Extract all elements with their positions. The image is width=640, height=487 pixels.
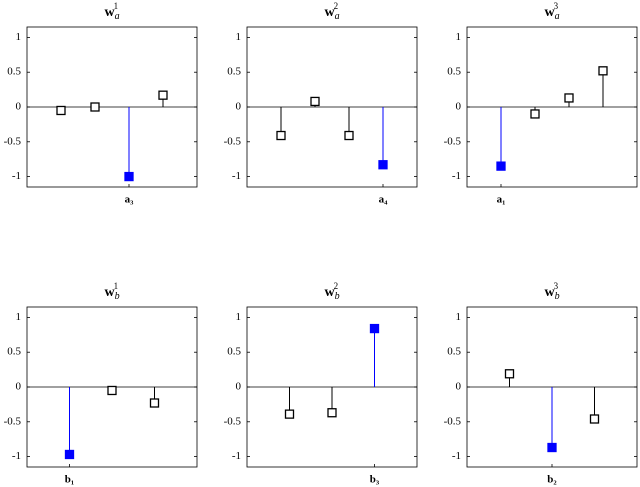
title-base: w	[104, 5, 115, 20]
stem-marker	[158, 90, 168, 100]
x-tick-label: b₂	[547, 474, 557, 486]
y-tick-label: 0.5	[7, 66, 21, 78]
title-sub: a	[115, 11, 120, 22]
y-tick-label: 0.5	[447, 66, 461, 78]
title-sub: b	[335, 291, 340, 302]
y-tick-label: 0.5	[447, 346, 461, 358]
title-sub: b	[555, 291, 560, 302]
y-tick-label: -1	[232, 450, 241, 462]
stem-marker	[310, 96, 320, 107]
panel-title: wb3	[544, 281, 559, 302]
title-base: w	[324, 5, 335, 20]
y-tick-label: 0.5	[7, 346, 21, 358]
y-tick-label: -0.5	[444, 415, 462, 427]
panel-title: wa3	[544, 1, 559, 22]
x-tick-label: b₁	[65, 474, 74, 486]
title-sub: b	[115, 291, 120, 302]
stem-marker	[598, 66, 608, 76]
y-tick-label: -0.5	[4, 415, 22, 427]
stem-marker	[56, 105, 66, 116]
stem-marker	[64, 449, 75, 460]
y-tick-label: 0	[236, 381, 242, 393]
stem-marker	[504, 369, 515, 379]
x-tick-label: a₃	[125, 194, 135, 206]
y-tick-label: 1	[456, 311, 462, 323]
stem-marker	[107, 385, 117, 396]
y-tick-label: 1	[16, 311, 22, 323]
stem-marker	[496, 161, 506, 171]
y-tick-label: -0.5	[224, 135, 242, 147]
y-tick-label: 0	[456, 381, 462, 393]
y-tick-label: -1	[12, 170, 21, 182]
title-sup: 1	[114, 1, 119, 11]
y-tick-label: 0	[456, 101, 462, 113]
y-tick-label: -0.5	[4, 135, 22, 147]
stem-marker	[547, 442, 557, 453]
title-sub: a	[335, 11, 340, 22]
stem-marker	[530, 109, 540, 119]
x-tick-label: a₁	[497, 194, 506, 206]
panel-title: wb2	[324, 281, 339, 302]
y-tick-label: 1	[236, 31, 242, 43]
y-tick-label: 0	[16, 381, 22, 393]
y-tick-label: -0.5	[224, 415, 242, 427]
y-tick-label: 1	[456, 31, 462, 43]
stem-marker	[327, 408, 337, 418]
panel-title: wa2	[324, 1, 339, 22]
title-sup: 2	[334, 1, 339, 11]
y-tick-label: 1	[236, 311, 242, 323]
panel-title: wb1	[104, 281, 119, 302]
y-tick-label: 0.5	[227, 66, 241, 78]
panel-title: wa1	[104, 1, 119, 22]
y-tick-label: -0.5	[444, 135, 462, 147]
stem-marker	[90, 102, 100, 112]
stem-marker	[284, 409, 295, 419]
title-sub: a	[555, 11, 560, 22]
x-tick-label: a₄	[379, 194, 389, 206]
y-tick-label: -1	[452, 170, 461, 182]
title-sup: 1	[114, 281, 119, 291]
stem-marker	[369, 323, 380, 334]
y-tick-label: 0	[16, 101, 22, 113]
title-base: w	[324, 285, 335, 300]
y-tick-label: 1	[16, 31, 22, 43]
stem-marker	[378, 160, 388, 170]
stem-marker	[149, 398, 160, 408]
stem-marker	[124, 171, 134, 182]
title-base: w	[544, 5, 555, 20]
y-tick-label: -1	[232, 170, 241, 182]
title-base: w	[544, 285, 555, 300]
y-tick-label: -1	[452, 450, 461, 462]
stem-marker	[589, 414, 600, 424]
stem-marker	[564, 93, 574, 103]
y-tick-label: 0	[236, 101, 242, 113]
x-tick-label: b₃	[370, 474, 380, 486]
title-base: w	[104, 285, 115, 300]
title-sup: 2	[334, 281, 339, 291]
stem-marker	[344, 130, 354, 141]
title-sup: 3	[554, 281, 559, 291]
stem-marker	[276, 130, 286, 141]
title-sup: 3	[554, 1, 559, 11]
y-tick-label: 0.5	[227, 346, 241, 358]
y-tick-label: -1	[12, 450, 21, 462]
